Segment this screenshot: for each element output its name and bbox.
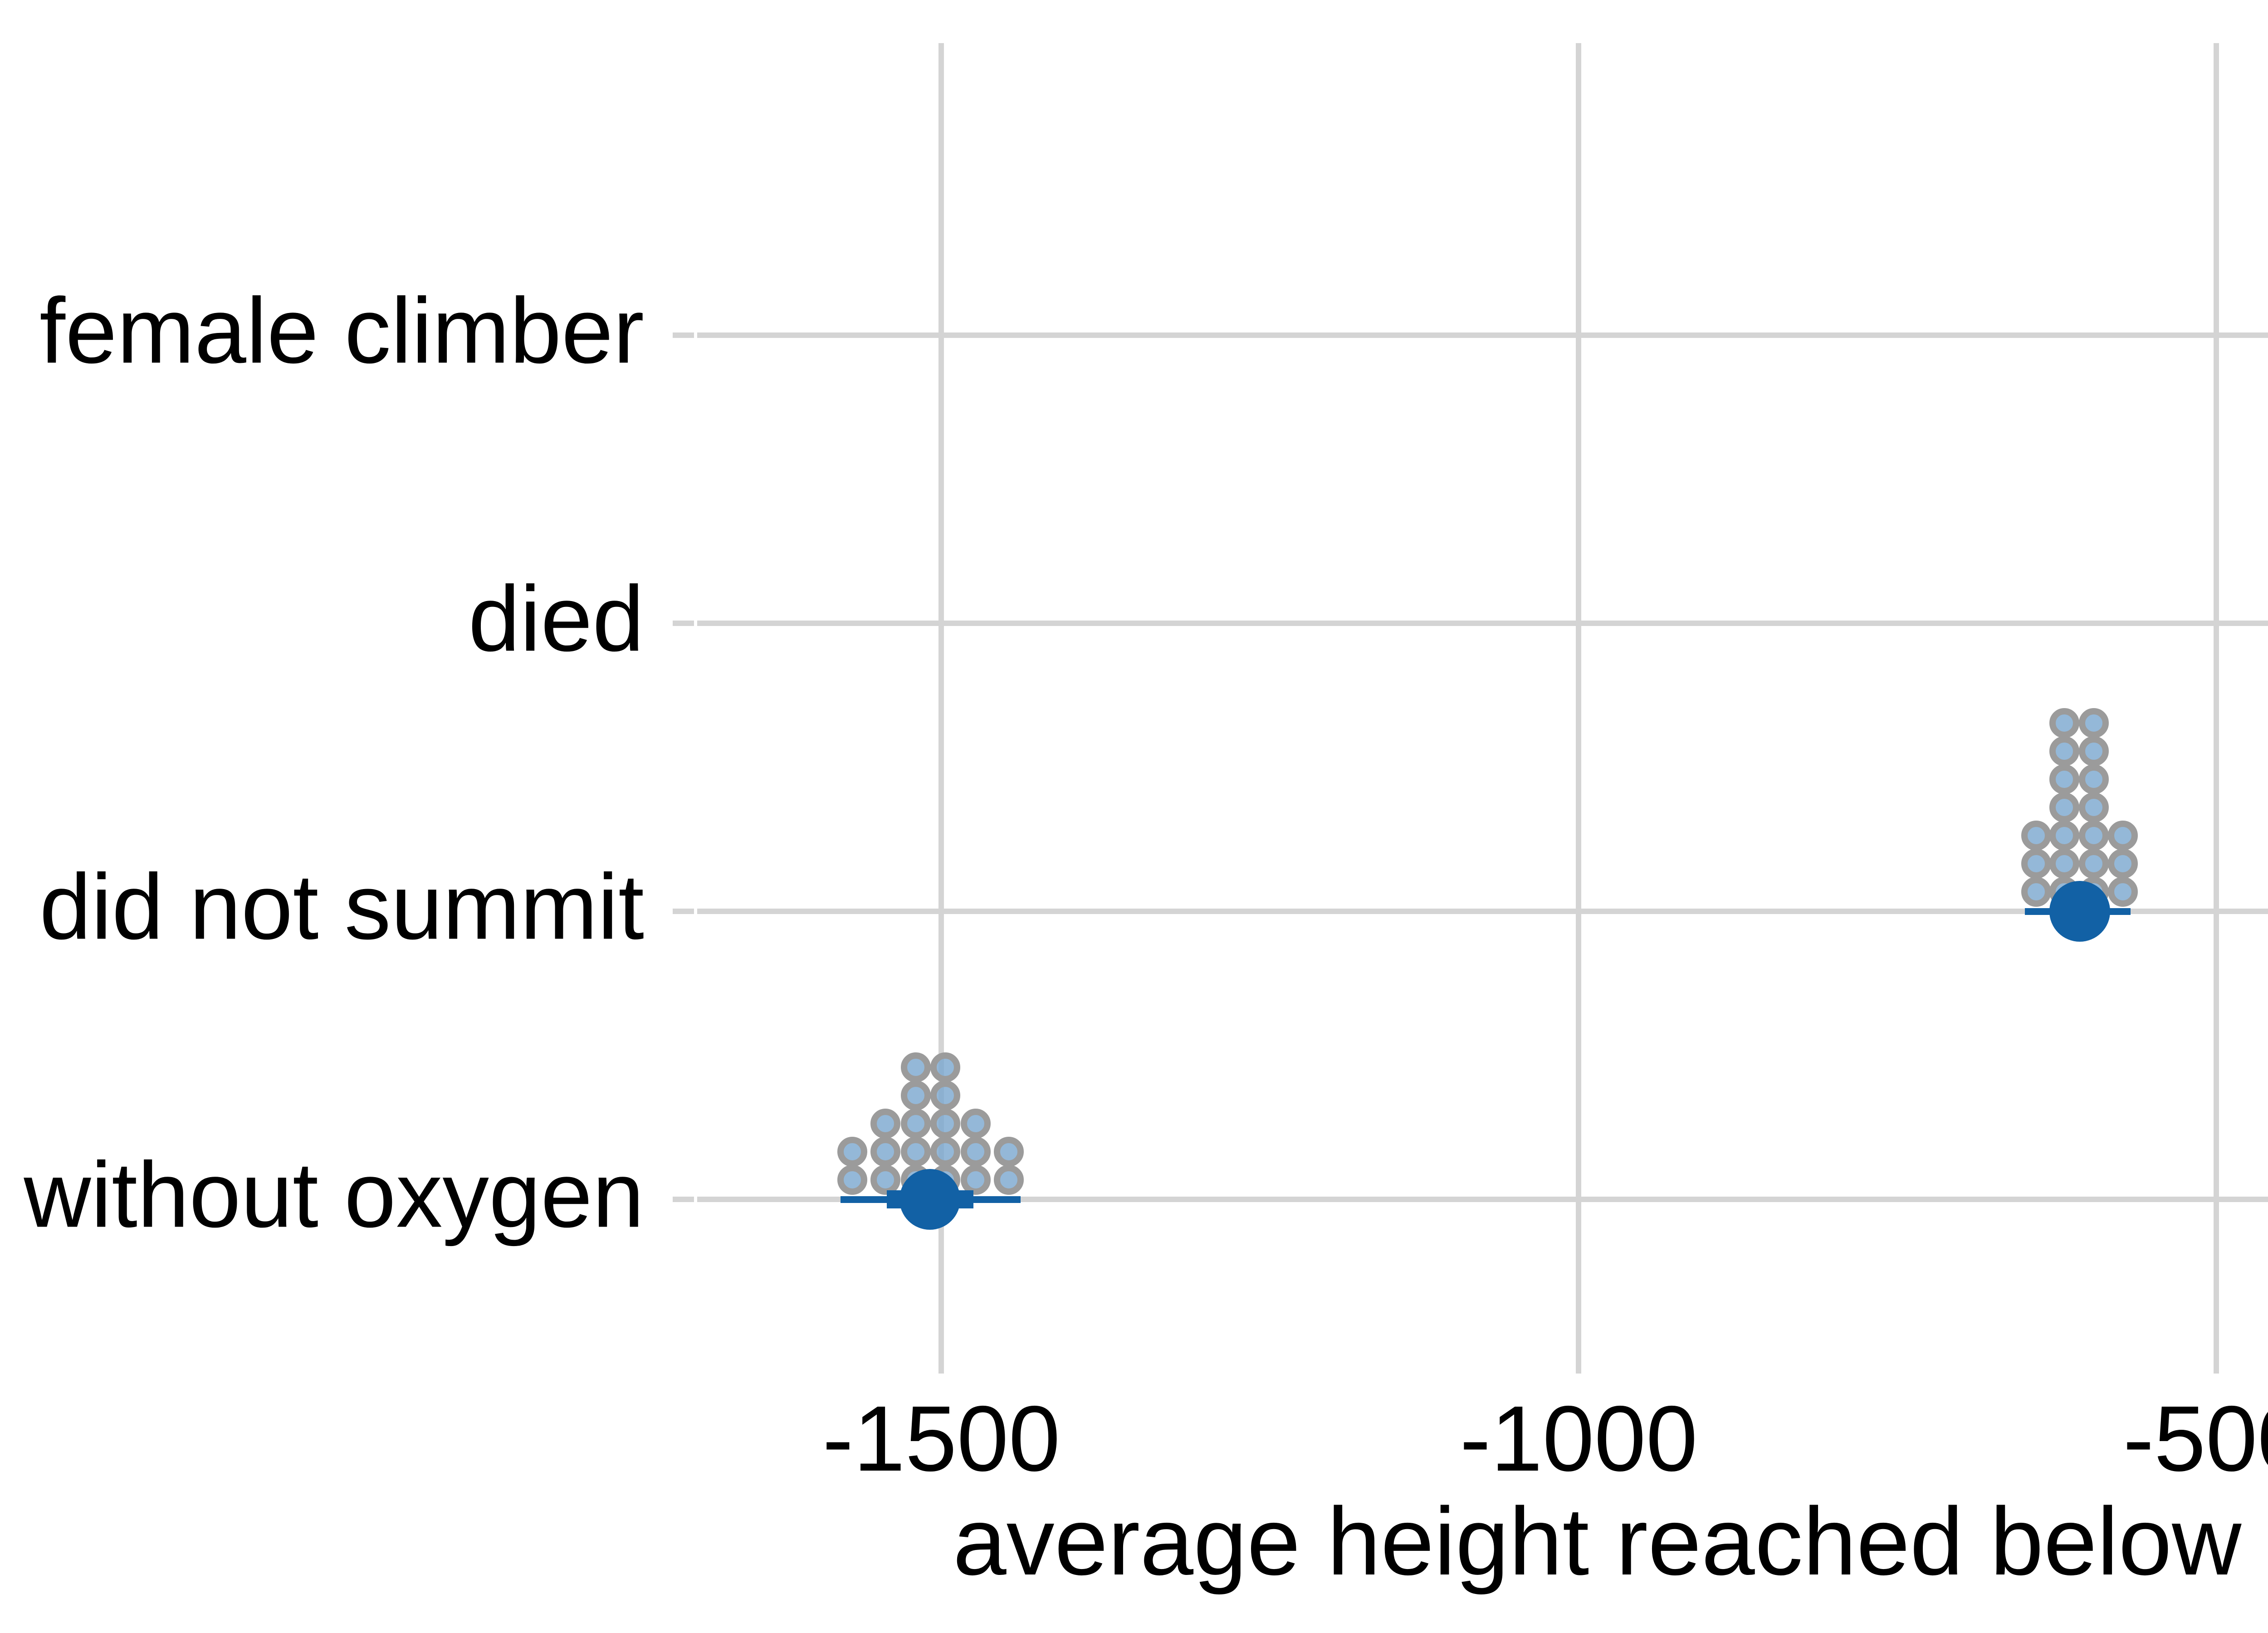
quantile-dot bbox=[961, 1165, 991, 1195]
y-axis-label: female climber bbox=[39, 279, 644, 383]
quantile-dot bbox=[2049, 708, 2080, 738]
quantile-dot bbox=[901, 1137, 931, 1167]
quantile-dot bbox=[901, 1081, 931, 1110]
x-tick-label: -1500 bbox=[822, 1387, 1061, 1491]
y-axis-tick bbox=[673, 909, 694, 914]
quantile-dot bbox=[994, 1137, 1024, 1167]
quantile-dot bbox=[2021, 821, 2052, 851]
y-gridline bbox=[697, 909, 2268, 914]
quantile-dot bbox=[2049, 849, 2080, 879]
quantile-dot bbox=[961, 1137, 991, 1167]
quantile-dot bbox=[870, 1137, 900, 1167]
quantile-dot bbox=[2049, 764, 2080, 794]
quantile-dot bbox=[2021, 877, 2052, 907]
quantile-dot bbox=[2078, 708, 2109, 738]
quantile-dot bbox=[930, 1052, 960, 1082]
y-axis-tick bbox=[673, 621, 694, 626]
quantile-dot bbox=[2108, 821, 2138, 851]
quantile-dot bbox=[2049, 792, 2080, 822]
quantile-dot bbox=[837, 1165, 867, 1195]
quantile-dot bbox=[2049, 821, 2080, 851]
y-gridline bbox=[697, 332, 2268, 338]
quantile-dot bbox=[2021, 849, 2052, 879]
quantile-dot bbox=[901, 1052, 931, 1082]
median-point bbox=[899, 1169, 961, 1230]
quantile-dot bbox=[2049, 736, 2080, 766]
quantile-dot bbox=[994, 1165, 1024, 1195]
y-gridline bbox=[697, 621, 2268, 626]
x-axis-title: average height reached below summit (met… bbox=[953, 1487, 2268, 1595]
y-gridline bbox=[697, 1197, 2268, 1202]
quantile-dot bbox=[2078, 792, 2109, 822]
quantile-dot bbox=[2108, 849, 2138, 879]
x-gridline bbox=[1576, 43, 1582, 1374]
quantile-dot bbox=[870, 1109, 900, 1139]
y-axis-label: did not summit bbox=[39, 855, 644, 959]
median-point bbox=[2049, 881, 2110, 942]
x-gridline bbox=[2213, 43, 2219, 1374]
quantile-dot bbox=[837, 1137, 867, 1167]
quantile-dot bbox=[2078, 821, 2109, 851]
y-axis-tick bbox=[673, 1197, 694, 1202]
quantile-dot bbox=[2078, 736, 2109, 766]
y-axis-label: died bbox=[468, 567, 644, 671]
x-gridline bbox=[938, 43, 944, 1374]
quantile-dot bbox=[2078, 849, 2109, 879]
y-axis-label: without oxygen bbox=[24, 1143, 644, 1247]
x-tick-label: -1000 bbox=[1460, 1387, 1698, 1491]
quantile-dot bbox=[930, 1081, 960, 1110]
quantile-dot bbox=[2108, 877, 2138, 907]
x-tick-label: -500 bbox=[2123, 1387, 2268, 1491]
y-axis-tick bbox=[673, 332, 694, 338]
quantile-dot bbox=[961, 1109, 991, 1139]
quantile-dot bbox=[930, 1137, 960, 1167]
quantile-dot bbox=[930, 1109, 960, 1139]
quantile-dot bbox=[2078, 764, 2109, 794]
quantile-dot bbox=[901, 1109, 931, 1139]
